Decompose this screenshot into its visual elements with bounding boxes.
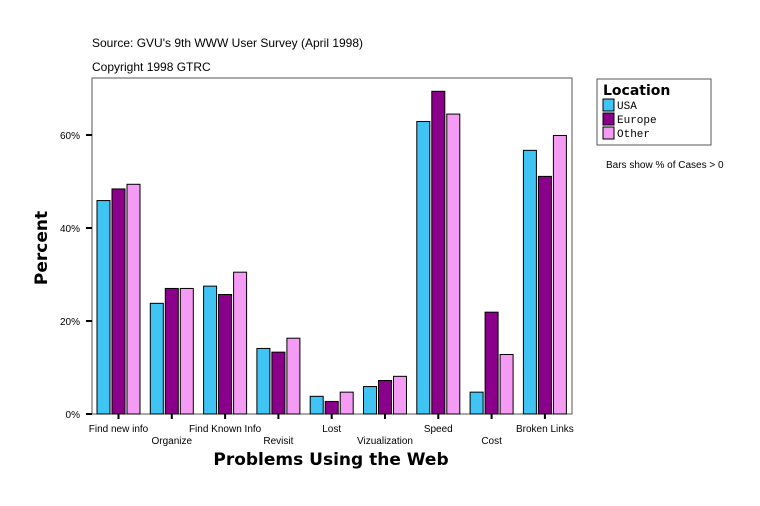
legend-label: USA bbox=[617, 101, 637, 113]
bar-europe bbox=[484, 311, 499, 415]
legend-swatch bbox=[602, 98, 615, 112]
bar-other bbox=[393, 375, 407, 415]
bar-other bbox=[499, 353, 514, 415]
chart-subtitle: Copyright 1998 GTRC bbox=[92, 60, 211, 74]
bar-usa bbox=[96, 200, 111, 415]
bar-other bbox=[179, 287, 194, 415]
legend-title: Location bbox=[603, 83, 670, 99]
legend-swatch bbox=[602, 112, 615, 126]
x-axis-label: Problems Using the Web bbox=[213, 450, 448, 470]
bar-usa bbox=[363, 386, 377, 415]
legend bbox=[596, 78, 712, 146]
bar-usa bbox=[522, 149, 537, 415]
bar-other bbox=[552, 134, 567, 415]
bar-europe bbox=[218, 293, 233, 415]
y-tick-label: 20% bbox=[60, 317, 80, 328]
x-tick-label: Revisit bbox=[263, 436, 293, 447]
bar-europe bbox=[378, 380, 392, 415]
bar-usa bbox=[469, 391, 484, 415]
bar-europe bbox=[431, 90, 446, 415]
legend-label: Other bbox=[617, 129, 650, 141]
chart-title: Source: GVU's 9th WWW User Survey (April… bbox=[92, 36, 363, 50]
x-tick-label: Broken Links bbox=[516, 424, 574, 435]
bar-europe bbox=[537, 175, 552, 415]
bar-usa bbox=[149, 302, 164, 415]
x-tick-label: Find new info bbox=[89, 424, 149, 435]
bar-europe bbox=[271, 351, 286, 415]
y-tick-label: 60% bbox=[60, 131, 80, 142]
bar-other bbox=[126, 183, 141, 415]
bar-other bbox=[233, 271, 248, 415]
bar-other bbox=[286, 337, 301, 415]
bar-other bbox=[339, 391, 354, 415]
y-tick-label: 40% bbox=[60, 224, 80, 235]
x-tick-label: Vizualization bbox=[357, 436, 413, 447]
bar-usa bbox=[309, 395, 324, 415]
legend-swatch bbox=[602, 126, 615, 140]
x-tick-label: Speed bbox=[424, 424, 453, 435]
x-tick-label: Organize bbox=[152, 436, 193, 447]
legend-label: Europe bbox=[617, 115, 657, 127]
bar-usa bbox=[203, 285, 218, 415]
bar-europe bbox=[111, 188, 126, 415]
y-tick-label: 0% bbox=[66, 410, 81, 421]
bar-usa bbox=[416, 121, 431, 415]
x-tick-label: Find Known Info bbox=[189, 424, 262, 435]
x-tick-label: Lost bbox=[322, 424, 341, 435]
bar-other bbox=[446, 113, 461, 415]
y-axis-label: Percent bbox=[32, 211, 52, 285]
bar-europe bbox=[324, 400, 339, 415]
annotation: Bars show % of Cases > 0 bbox=[606, 160, 724, 171]
bar-europe bbox=[164, 287, 179, 415]
x-tick-label: Cost bbox=[481, 436, 502, 447]
bar-usa bbox=[256, 347, 271, 415]
